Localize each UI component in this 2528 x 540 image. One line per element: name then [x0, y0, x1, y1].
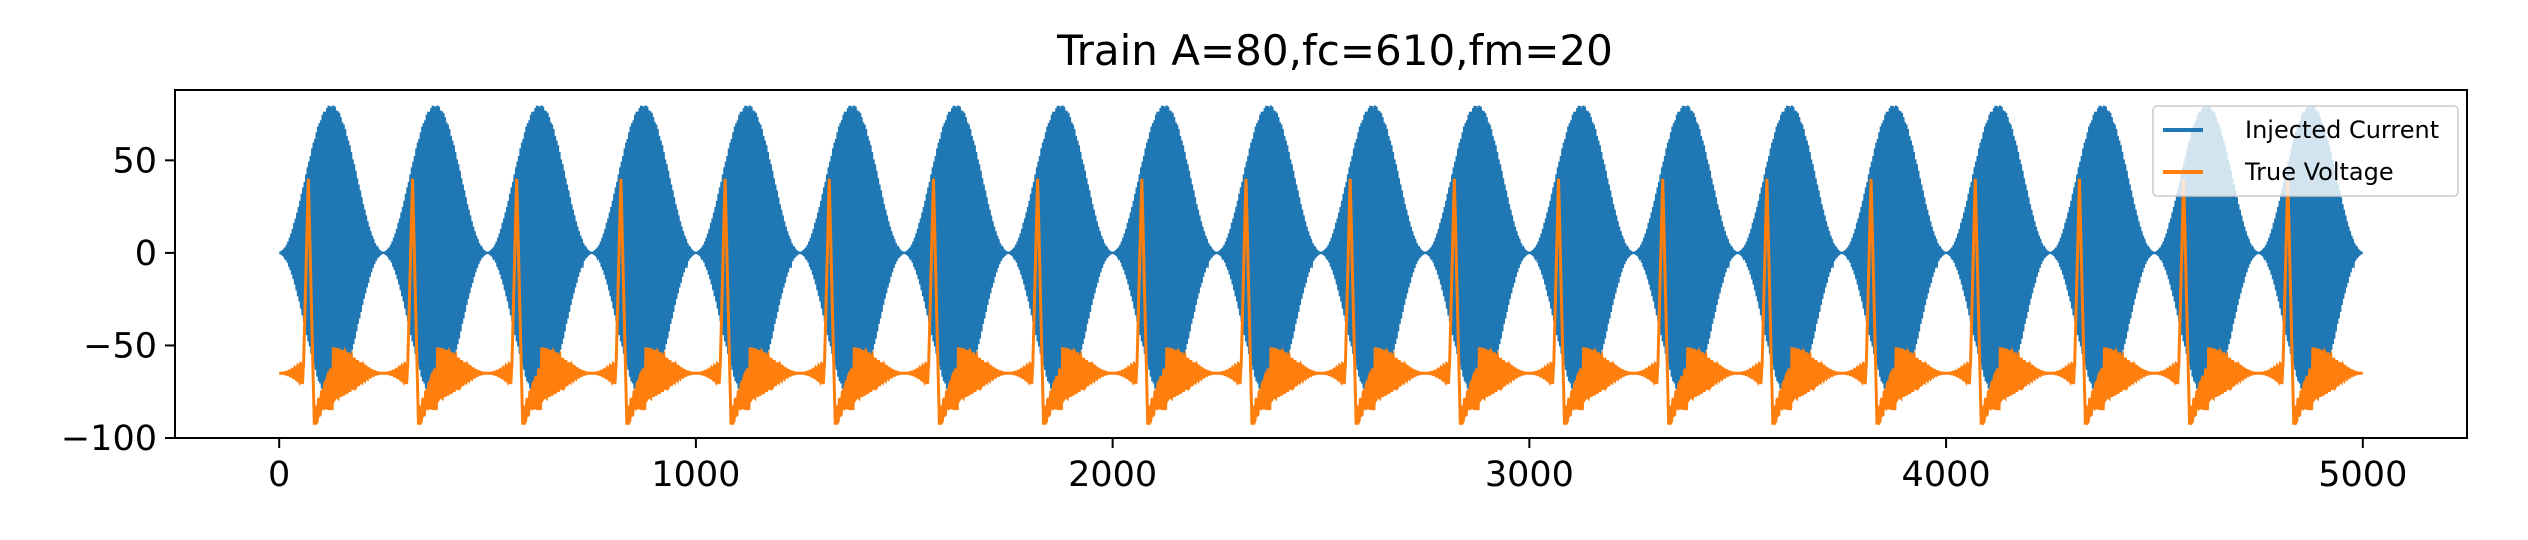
- x-tick-label: 0: [268, 455, 290, 495]
- x-axis: 0 1000 2000 3000 4000 5000: [268, 438, 2407, 495]
- plot-area: [279, 105, 2363, 426]
- y-tick-label: −50: [83, 326, 157, 366]
- x-tick-label: 5000: [2318, 455, 2407, 495]
- series-line-injected-current: [279, 105, 2363, 401]
- x-tick-label: 3000: [1485, 455, 1574, 495]
- legend: Injected Current True Voltage: [2152, 105, 2459, 197]
- series-line-true-voltage: [279, 178, 2363, 426]
- plot-frame: [174, 89, 2468, 439]
- chart-title: Train A=80,fc=610,fm=20: [1056, 26, 1613, 75]
- y-tick-label: 0: [135, 234, 157, 274]
- x-tick-label: 4000: [1902, 455, 1991, 495]
- y-axis: −100 −50 0 50: [61, 141, 175, 459]
- legend-label: Injected Current: [2245, 116, 2439, 144]
- y-tick-label: −100: [61, 419, 157, 459]
- x-tick-label: 1000: [651, 455, 740, 495]
- legend-box: [2152, 105, 2459, 197]
- y-tick-label: 50: [112, 141, 157, 181]
- x-tick-label: 2000: [1068, 455, 1157, 495]
- legend-label: True Voltage: [2244, 158, 2394, 186]
